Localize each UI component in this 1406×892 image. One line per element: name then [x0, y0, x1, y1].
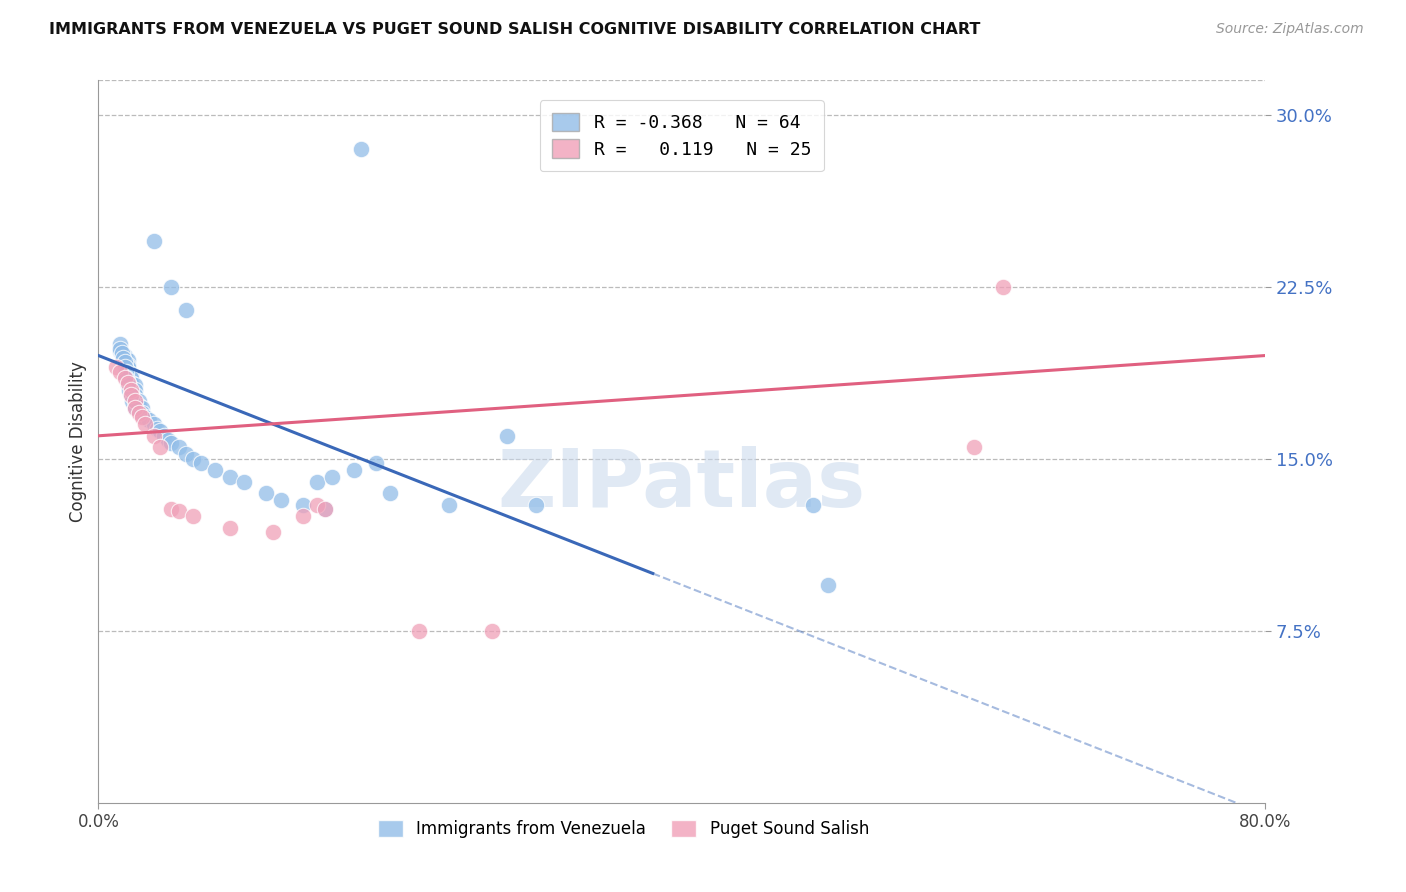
Point	[167, 440, 190, 454]
Y-axis label: Cognitive Disability: Cognitive Disability	[69, 361, 87, 522]
Point	[115, 371, 138, 385]
Point	[350, 142, 373, 156]
Point	[364, 456, 387, 470]
Point	[112, 351, 135, 365]
Point	[110, 343, 132, 358]
Point	[131, 410, 153, 425]
Point	[142, 429, 165, 443]
Point	[117, 359, 139, 374]
Point	[110, 342, 132, 356]
Point	[142, 234, 165, 248]
Point	[121, 394, 143, 409]
Point	[134, 417, 156, 432]
Point	[204, 463, 226, 477]
Point	[131, 406, 153, 420]
Point	[181, 451, 204, 466]
Point	[233, 475, 256, 489]
Point	[124, 401, 146, 416]
Point	[149, 440, 172, 454]
Point	[167, 504, 190, 518]
Point	[120, 387, 142, 401]
Point	[120, 367, 142, 381]
Point	[153, 429, 176, 443]
Text: Source: ZipAtlas.com: Source: ZipAtlas.com	[1216, 22, 1364, 37]
Point	[254, 486, 277, 500]
Point	[291, 498, 314, 512]
Point	[114, 355, 136, 369]
Point	[270, 493, 292, 508]
Point	[138, 413, 160, 427]
Point	[380, 486, 402, 500]
Legend: Immigrants from Venezuela, Puget Sound Salish: Immigrants from Venezuela, Puget Sound S…	[371, 814, 876, 845]
Point	[124, 383, 146, 397]
Point	[481, 624, 503, 638]
Point	[496, 429, 519, 443]
Point	[343, 463, 366, 477]
Point	[117, 376, 139, 390]
Point	[146, 422, 169, 436]
Point	[160, 435, 183, 450]
Point	[110, 337, 132, 351]
Point	[114, 359, 136, 374]
Point	[120, 383, 142, 397]
Point	[142, 417, 165, 432]
Point	[321, 470, 343, 484]
Point	[117, 378, 139, 392]
Point	[117, 353, 139, 368]
Point	[174, 302, 197, 317]
Point	[117, 376, 139, 390]
Point	[218, 470, 240, 484]
Point	[134, 410, 156, 425]
Point	[124, 392, 146, 406]
Point	[801, 498, 824, 512]
Point	[174, 447, 197, 461]
Point	[157, 434, 180, 448]
Point	[160, 279, 183, 293]
Point	[291, 509, 314, 524]
Point	[104, 359, 127, 374]
Point	[120, 376, 142, 390]
Point	[262, 525, 284, 540]
Point	[408, 624, 430, 638]
Point	[128, 406, 150, 420]
Point	[117, 365, 139, 379]
Point	[149, 424, 172, 438]
Point	[160, 502, 183, 516]
Point	[124, 401, 146, 416]
Point	[307, 475, 329, 489]
Text: ZIPatlas: ZIPatlas	[498, 446, 866, 524]
Point	[120, 371, 142, 385]
Point	[114, 371, 136, 385]
Point	[314, 502, 336, 516]
Point	[120, 387, 142, 401]
Point	[991, 279, 1014, 293]
Point	[181, 509, 204, 524]
Point	[124, 387, 146, 401]
Point	[524, 498, 547, 512]
Point	[124, 378, 146, 392]
Point	[190, 456, 212, 470]
Point	[124, 394, 146, 409]
Point	[117, 358, 139, 372]
Point	[128, 394, 150, 409]
Point	[218, 520, 240, 534]
Point	[128, 399, 150, 413]
Point	[307, 498, 329, 512]
Point	[118, 383, 141, 397]
Point	[817, 578, 839, 592]
Text: IMMIGRANTS FROM VENEZUELA VS PUGET SOUND SALISH COGNITIVE DISABILITY CORRELATION: IMMIGRANTS FROM VENEZUELA VS PUGET SOUND…	[49, 22, 980, 37]
Point	[111, 346, 134, 360]
Point	[437, 498, 460, 512]
Point	[110, 365, 132, 379]
Point	[962, 440, 984, 454]
Point	[115, 365, 138, 379]
Point	[314, 502, 336, 516]
Point	[114, 349, 136, 363]
Point	[131, 401, 153, 416]
